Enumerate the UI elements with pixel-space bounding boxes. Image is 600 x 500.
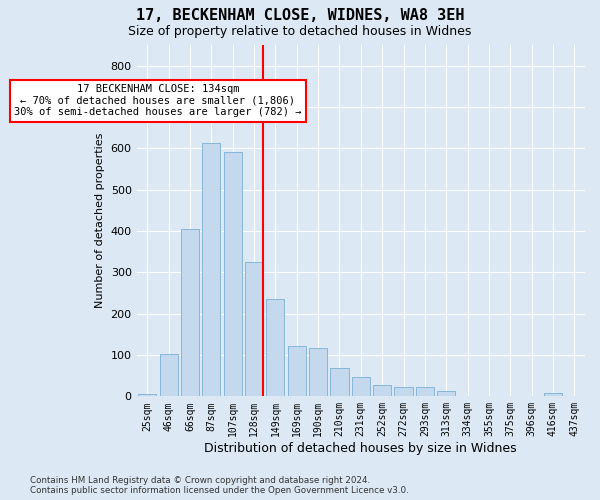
Bar	[266, 299, 284, 396]
Text: Size of property relative to detached houses in Widnes: Size of property relative to detached ho…	[128, 25, 472, 38]
Bar	[287, 346, 306, 397]
Bar	[416, 387, 434, 396]
Bar	[202, 142, 220, 396]
Bar	[160, 354, 178, 397]
Bar	[309, 348, 327, 397]
Text: 17, BECKENHAM CLOSE, WIDNES, WA8 3EH: 17, BECKENHAM CLOSE, WIDNES, WA8 3EH	[136, 8, 464, 22]
Bar	[394, 387, 413, 396]
Bar	[352, 378, 370, 396]
Bar	[245, 262, 263, 396]
Bar	[224, 152, 242, 396]
Bar	[181, 229, 199, 396]
Bar	[331, 368, 349, 396]
Bar	[544, 392, 562, 396]
Bar	[138, 394, 157, 396]
Y-axis label: Number of detached properties: Number of detached properties	[95, 133, 105, 308]
Bar	[373, 385, 391, 396]
Bar	[437, 390, 455, 396]
Text: 17 BECKENHAM CLOSE: 134sqm
← 70% of detached houses are smaller (1,806)
30% of s: 17 BECKENHAM CLOSE: 134sqm ← 70% of deta…	[14, 84, 302, 117]
Text: Contains HM Land Registry data © Crown copyright and database right 2024.
Contai: Contains HM Land Registry data © Crown c…	[30, 476, 409, 495]
X-axis label: Distribution of detached houses by size in Widnes: Distribution of detached houses by size …	[205, 442, 517, 455]
